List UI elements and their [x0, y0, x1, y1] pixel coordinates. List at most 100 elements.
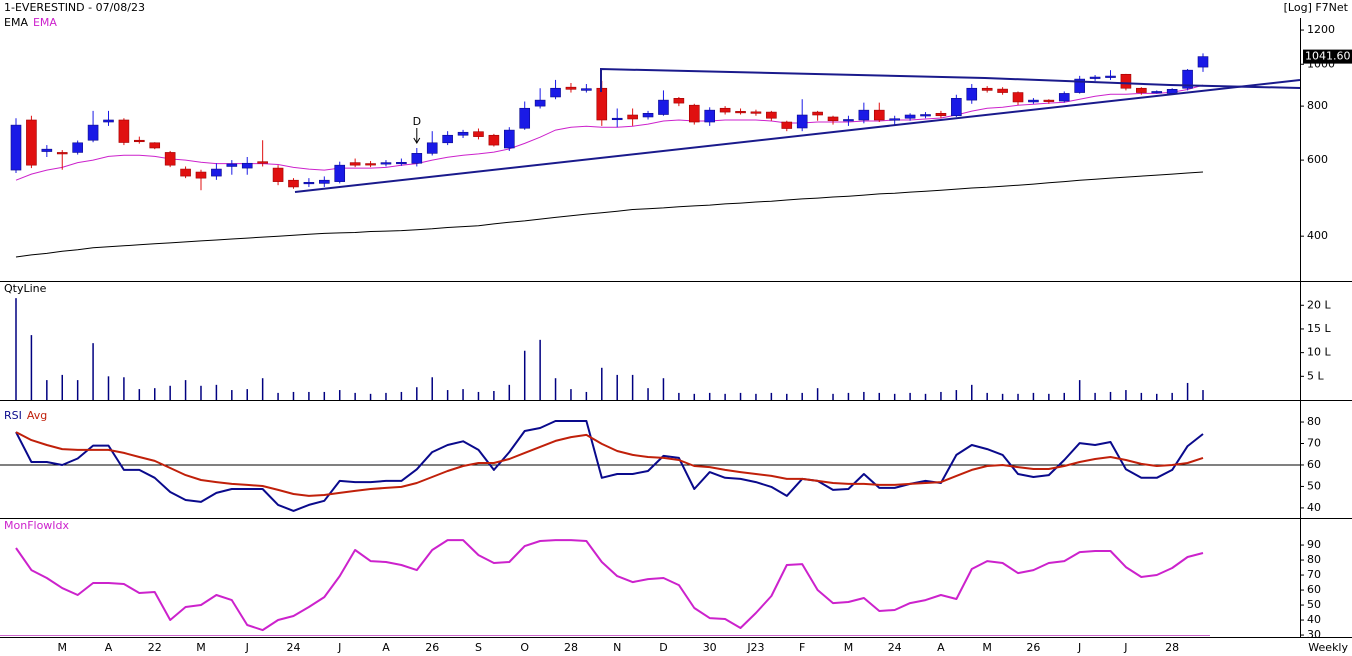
candle-body: [889, 118, 900, 121]
scale-label: [Log] F7Net: [1284, 1, 1349, 14]
candle-body: [411, 153, 423, 164]
candle-body: [118, 119, 130, 143]
x-tick-label: F: [799, 641, 805, 654]
candle-body: [796, 114, 808, 129]
y-tick-label: 40: [1307, 613, 1321, 626]
y-tick-label: 5 L: [1307, 369, 1324, 382]
y-tick-label: 80: [1307, 415, 1321, 428]
candle-body: [627, 114, 638, 120]
candle-body: [442, 134, 453, 144]
candle-body: [319, 179, 330, 184]
x-tick-label: A: [937, 641, 945, 654]
y-tick-label: 70: [1307, 568, 1321, 581]
chart-title: 1-EVERESTIND - 07/08/23: [4, 1, 145, 14]
y-tick-label: 600: [1307, 153, 1328, 166]
x-tick-label: M: [196, 641, 206, 654]
y-tick-label: 400: [1307, 229, 1328, 242]
marker-arrowhead: [413, 137, 421, 144]
x-tick-label: 30: [703, 641, 717, 654]
x-tick-label: J: [337, 641, 341, 654]
candle-body: [688, 104, 700, 123]
legend-entry: RSI: [4, 409, 22, 422]
x-tick-label: A: [105, 641, 113, 654]
candle-body: [1166, 89, 1178, 94]
candle-body: [966, 87, 978, 101]
x-tick-label: S: [475, 641, 482, 654]
candle-body: [997, 88, 1008, 93]
y-tick-label: 20 L: [1307, 298, 1331, 311]
trendlines: [294, 67, 1301, 193]
y-tick-label: 70: [1307, 436, 1321, 449]
candle-body: [211, 168, 222, 177]
candle-body: [1105, 75, 1116, 78]
candle-body: [1197, 56, 1209, 68]
candle-body: [241, 162, 253, 169]
x-tick-label: D: [659, 641, 667, 654]
candle-body: [596, 87, 608, 121]
candle-body: [288, 179, 299, 188]
candle-body: [812, 111, 823, 116]
x-tick-label: 26: [1026, 641, 1040, 654]
candle-body: [611, 117, 623, 121]
panel: 30 40 50 60 70 80 90 MonFlowIdx Weekly M A 22 M J 24 J A…: [4, 519, 1348, 654]
last-price-label: 1041.60: [1305, 50, 1351, 63]
candle-body: [642, 112, 654, 118]
candle-body: [873, 109, 885, 121]
candle-body: [365, 163, 376, 166]
candle-body: [1043, 99, 1055, 102]
candle-body: [303, 182, 315, 185]
candle-body: [781, 121, 793, 129]
x-tick-label: 26: [425, 641, 439, 654]
candle-body: [272, 167, 284, 182]
candle-body: [827, 116, 839, 122]
candle-body: [195, 171, 207, 179]
candle-body: [56, 152, 68, 155]
x-tick-label: 24: [286, 641, 300, 654]
candle-body: [87, 124, 99, 141]
resistance-trendline: [600, 67, 1301, 92]
candle-body: [473, 131, 484, 137]
candle-body: [858, 109, 870, 121]
x-tick-label: J: [1123, 641, 1127, 654]
candle-body: [920, 114, 931, 117]
candle-body: [735, 111, 746, 114]
candle-body: [981, 87, 993, 91]
candle-body: [1120, 73, 1132, 89]
panel-title: QtyLine: [4, 282, 47, 295]
y-tick-label: 15 L: [1307, 322, 1331, 335]
candle-body: [180, 168, 191, 177]
candle-body: [149, 142, 161, 149]
candle-body: [519, 107, 531, 129]
frame: [0, 18, 1352, 638]
legend-entry: EMA: [4, 16, 28, 29]
y-tick-label: 90: [1307, 538, 1321, 551]
panel: 40 50 60 70 80 RSI Avg: [0, 409, 1321, 514]
candle-body: [134, 139, 145, 143]
candle-body: [1089, 76, 1101, 79]
candle-body: [673, 98, 685, 104]
x-tick-label: A: [382, 641, 390, 654]
candle-body: [1136, 87, 1147, 93]
candle-body: [534, 99, 546, 107]
y-tick-label: 80: [1307, 553, 1321, 566]
x-tick-label: J: [1077, 641, 1081, 654]
candle-body: [41, 148, 53, 152]
candle-body: [1058, 93, 1070, 102]
y-tick-label: 800: [1307, 99, 1328, 112]
y-tick-label: 60: [1307, 583, 1321, 596]
candle-body: [503, 129, 515, 149]
period-label: Weekly: [1308, 641, 1348, 654]
candle-body: [951, 98, 962, 117]
candle-body: [26, 119, 37, 166]
x-tick-label: 22: [148, 641, 162, 654]
y-tick-label: 1200: [1307, 23, 1335, 36]
candle-body: [550, 87, 561, 98]
candle-body: [1182, 69, 1193, 89]
y-tick-label: 50: [1307, 598, 1321, 611]
marker-label: D: [413, 115, 421, 128]
candle-body: [750, 111, 762, 114]
indicator-line: [15, 420, 1204, 512]
candle-body: [1074, 78, 1085, 93]
